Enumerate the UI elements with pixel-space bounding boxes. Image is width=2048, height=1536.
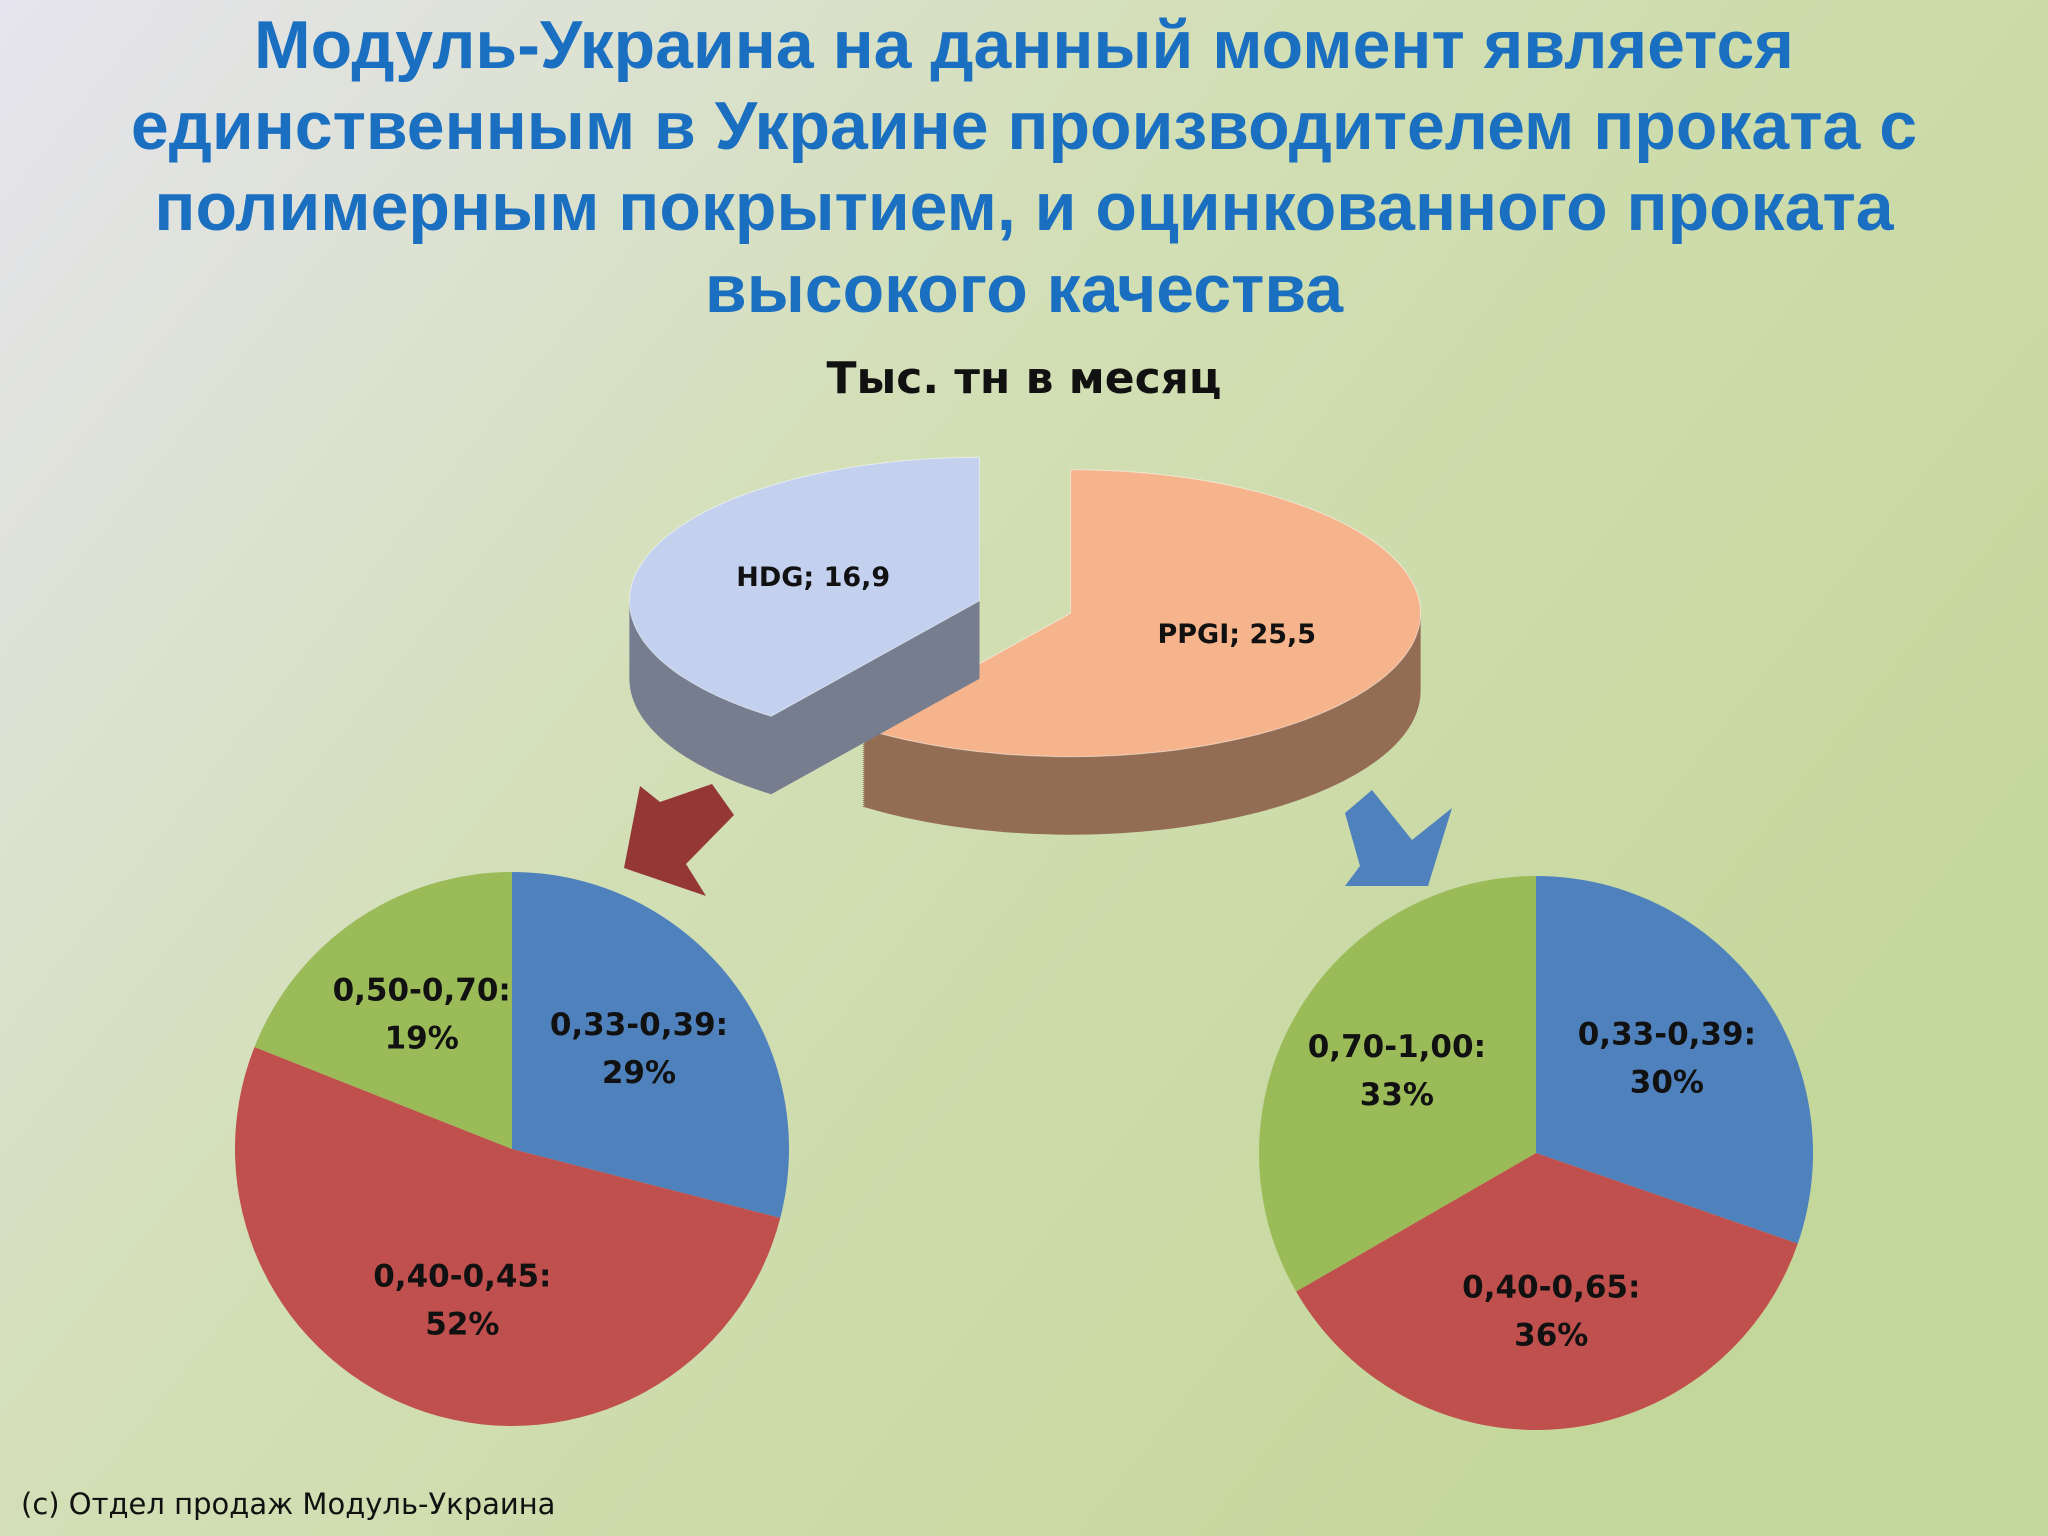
data-label-category: 0,50-0,70: bbox=[333, 973, 511, 1009]
data-label: 19% bbox=[385, 1021, 459, 1057]
arrow bbox=[624, 784, 734, 896]
slice bbox=[254, 872, 513, 1149]
data-label-category: 0,33-0,39: bbox=[1578, 1016, 1756, 1052]
data-label-category: 0,33-0,39: bbox=[550, 1007, 728, 1043]
data-label: 33% bbox=[1360, 1077, 1434, 1113]
data-label: 29% bbox=[602, 1055, 676, 1091]
data-label-category: 0,40-0,45: bbox=[373, 1258, 551, 1294]
data-label: 52% bbox=[425, 1306, 499, 1342]
data-label-category: 0,40-0,65: bbox=[1462, 1269, 1640, 1305]
slide-title: высокого качества bbox=[705, 251, 1344, 327]
slice bbox=[1296, 1153, 1798, 1430]
slice bbox=[234, 1047, 781, 1427]
slice bbox=[1536, 876, 1813, 1244]
data-label-category: 0,70-1,00: bbox=[1308, 1029, 1486, 1065]
slice bbox=[628, 456, 980, 717]
chart-title: Тыс. тн в месяц bbox=[826, 353, 1221, 404]
slide-title: Модуль-Украина на данный момент является bbox=[254, 7, 1794, 83]
slide-title: единственным в Украине производителем пр… bbox=[131, 88, 1917, 164]
data-label: HDG; 16,9 bbox=[736, 562, 890, 593]
data-label: PPGI; 25,5 bbox=[1157, 619, 1316, 650]
data-label: 36% bbox=[1514, 1317, 1588, 1353]
slice bbox=[1258, 876, 1536, 1292]
data-label: 30% bbox=[1630, 1064, 1704, 1100]
slide-title: полимерным покрытием, и оцинкованного пр… bbox=[154, 169, 1894, 245]
footer: (c) Отдел продаж Модуль-Украина bbox=[21, 1487, 555, 1521]
slice bbox=[512, 872, 789, 1218]
slice bbox=[861, 469, 1422, 758]
arrow bbox=[1345, 790, 1452, 886]
